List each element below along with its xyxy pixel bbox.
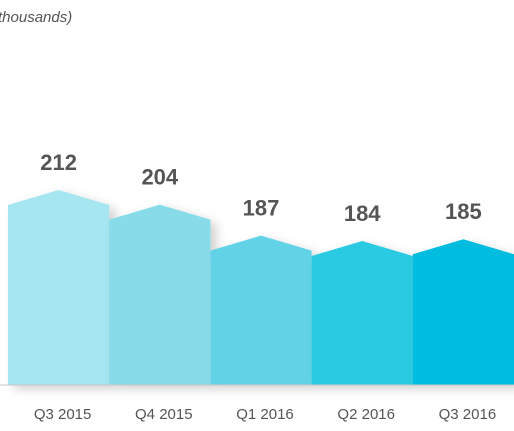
chart-subtitle: thousands) — [0, 9, 72, 26]
bars — [8, 190, 514, 385]
value-label: 185 — [445, 199, 482, 224]
x-tick-label: Q2 2016 — [337, 406, 395, 423]
x-tick-label: Q3 2015 — [34, 406, 92, 423]
bar — [109, 204, 211, 385]
x-tick-label: Q1 2016 — [236, 406, 294, 423]
value-label: 204 — [141, 164, 178, 189]
value-label: 212 — [40, 150, 77, 175]
value-label: 187 — [243, 195, 280, 220]
bar — [412, 239, 514, 385]
bar — [8, 190, 110, 385]
bar — [311, 241, 413, 385]
value-label: 184 — [344, 201, 381, 226]
bar — [210, 235, 312, 385]
x-tick-label: Q4 2015 — [135, 406, 193, 423]
x-tick-label: Q3 2016 — [439, 406, 497, 423]
